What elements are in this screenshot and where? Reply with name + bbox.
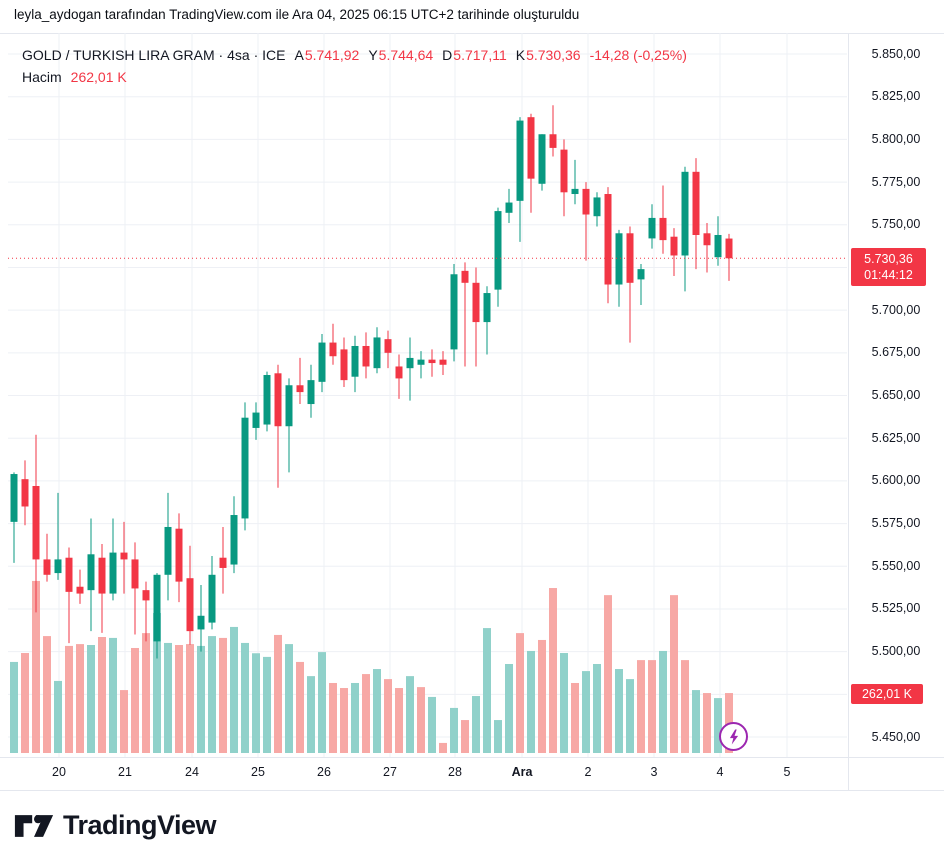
low-label: D — [442, 47, 453, 63]
open-value: 5.741,92 — [304, 47, 360, 63]
price-axis-label: 5.550,00 — [871, 558, 921, 573]
change-value: -14,28 (-0,25%) — [589, 47, 687, 63]
high-value: 5.744,64 — [378, 47, 434, 63]
time-axis-label: 28 — [448, 765, 462, 779]
tradingview-logo[interactable]: TradingView — [14, 810, 217, 841]
attribution-text: leyla_aydogan tarafından TradingView.com… — [14, 7, 580, 22]
price-axis-label: 5.575,00 — [871, 516, 921, 531]
tradingview-logo-text: TradingView — [63, 810, 217, 840]
time-axis-label: 4 — [716, 765, 724, 779]
lightning-bolt-icon — [729, 729, 738, 744]
price-axis-label: 5.850,00 — [871, 46, 921, 61]
open-label: A — [294, 47, 304, 63]
time-axis-label: 25 — [251, 765, 265, 779]
price-axis-separator — [848, 33, 849, 790]
time-axis-label: Ara — [511, 765, 533, 779]
time-axis-label: 2 — [584, 765, 592, 779]
volume-badge: 262,01 K — [851, 684, 923, 704]
legend-row-volume: Hacim 262,01 K — [22, 66, 687, 88]
top-separator — [0, 33, 944, 34]
volume-value: 262,01 K — [70, 69, 127, 85]
price-axis-label: 5.825,00 — [871, 89, 921, 104]
price-axis-label: 5.600,00 — [871, 473, 921, 488]
time-axis-label: 27 — [383, 765, 397, 779]
price-axis[interactable]: 5.450,00 5.500,00 5.525,00 5.550,00 5.575,00… — [848, 33, 944, 757]
last-price-badge: 5.730,36 01:44:12 — [851, 248, 926, 287]
price-axis-label: 5.700,00 — [871, 302, 921, 317]
time-axis-label: 21 — [118, 765, 132, 779]
time-axis-label: 24 — [185, 765, 199, 779]
symbol-title[interactable]: GOLD / TURKISH LIRA GRAM · 4sa · ICE — [22, 47, 286, 63]
time-axis-label: 20 — [52, 765, 66, 779]
low-value: 5.717,11 — [453, 47, 507, 63]
time-axis-label: 26 — [317, 765, 331, 779]
price-axis-label: 5.650,00 — [871, 388, 921, 402]
price-axis-label: 5.525,00 — [871, 601, 921, 616]
bottom-separator — [0, 790, 944, 791]
price-axis-label: 5.775,00 — [871, 174, 921, 189]
bar-countdown: 01:44:12 — [864, 268, 913, 283]
legend-row-main: GOLD / TURKISH LIRA GRAM · 4sa · ICE A 5… — [22, 44, 687, 66]
tradingview-logo-mark — [14, 814, 54, 837]
price-axis-label: 5.625,00 — [871, 430, 921, 445]
time-axis[interactable]: 20 21 24 25 26 27 28 Ara 2 3 4 5 — [0, 757, 944, 790]
last-price-value: 5.730,36 — [864, 252, 913, 267]
time-axis-separator — [0, 757, 944, 758]
high-label: Y — [368, 47, 378, 63]
time-axis-label: 3 — [650, 765, 658, 779]
price-axis-label: 5.675,00 — [871, 345, 921, 360]
price-axis-label: 5.800,00 — [871, 131, 921, 146]
flash-button[interactable] — [719, 722, 748, 751]
close-label: K — [515, 47, 526, 63]
volume-label: Hacim — [22, 69, 62, 85]
close-value: 5.730,36 — [526, 47, 581, 63]
time-axis-label: 5 — [783, 765, 791, 779]
price-axis-label: 5.450,00 — [871, 729, 921, 744]
chart-legend: GOLD / TURKISH LIRA GRAM · 4sa · ICE A 5… — [22, 44, 687, 88]
price-axis-label: 5.500,00 — [871, 644, 921, 659]
price-axis-label: 5.750,00 — [871, 217, 921, 232]
